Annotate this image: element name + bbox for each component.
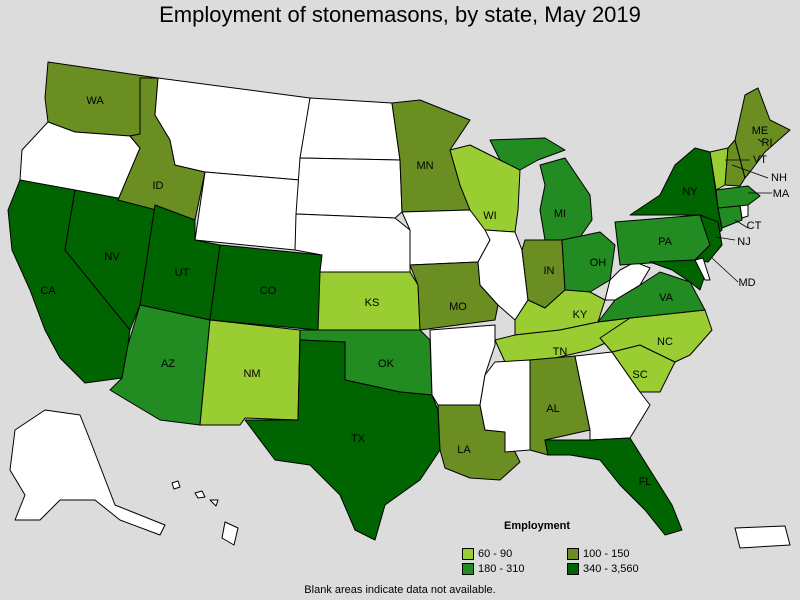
- label-WA: WA: [86, 95, 104, 107]
- state-DE[interactable]: [694, 257, 711, 281]
- label-NC: NC: [657, 336, 673, 348]
- legend-swatch: [567, 563, 579, 575]
- label-KY: KY: [573, 309, 588, 321]
- state-OH[interactable]: [561, 231, 616, 293]
- label-SC: SC: [632, 369, 647, 381]
- label-CA: CA: [40, 285, 56, 297]
- legend-item-60-90: 60 - 90: [462, 548, 567, 560]
- legend-label: 60 - 90: [478, 548, 513, 560]
- label-NM: NM: [243, 368, 260, 380]
- footnote: Blank areas indicate data not available.: [304, 584, 496, 596]
- map-title: Employment of stonemasons, by state, May…: [159, 2, 641, 27]
- legend-item-100-150: 100 - 150: [567, 548, 672, 560]
- legend-item-180-310: 180 - 310: [462, 563, 567, 575]
- legend-title: Employment: [503, 520, 570, 532]
- legend-item-340-3560: 340 - 3,560: [567, 563, 672, 575]
- label-MI: MI: [554, 208, 566, 220]
- label-MA: MA: [773, 188, 790, 200]
- label-MD: MD: [738, 277, 755, 289]
- label-NY: NY: [682, 186, 698, 198]
- state-NJ[interactable]: [694, 214, 723, 263]
- label-NH: NH: [771, 172, 787, 184]
- legend-swatch: [462, 548, 474, 560]
- state-MA[interactable]: [715, 185, 761, 209]
- label-UT: UT: [175, 267, 190, 279]
- label-CO: CO: [260, 285, 277, 297]
- label-FL: FL: [639, 476, 652, 488]
- state-WY[interactable]: [194, 171, 301, 251]
- state-MT[interactable]: [154, 77, 311, 181]
- label-WI: WI: [483, 210, 496, 222]
- leader-lines: [711, 138, 772, 283]
- state-RI[interactable]: [739, 204, 749, 219]
- state-WI[interactable]: [449, 144, 521, 233]
- legend: Employment 60 - 90 100 - 150 180 - 310 3…: [462, 520, 672, 578]
- state-SD[interactable]: [295, 157, 403, 219]
- state-TX[interactable]: [244, 339, 441, 541]
- state-NH[interactable]: [724, 139, 746, 187]
- state-HI[interactable]: [171, 480, 239, 546]
- label-ID: ID: [153, 180, 164, 192]
- legend-swatch: [567, 548, 579, 560]
- state-AK[interactable]: [9, 409, 166, 536]
- state-FL[interactable]: [544, 437, 683, 536]
- label-NJ: NJ: [737, 236, 750, 248]
- state-IL[interactable]: [477, 229, 529, 321]
- state-PR[interactable]: [734, 525, 791, 549]
- label-MO: MO: [449, 301, 467, 313]
- label-VA: VA: [659, 292, 674, 304]
- legend-label: 340 - 3,560: [583, 563, 639, 575]
- label-TX: TX: [351, 433, 366, 445]
- state-ND[interactable]: [299, 97, 401, 161]
- state-CT[interactable]: [717, 204, 743, 229]
- label-AZ: AZ: [161, 358, 175, 370]
- label-PA: PA: [658, 236, 673, 248]
- state-WV[interactable]: [604, 261, 651, 301]
- label-RI: RI: [762, 137, 773, 149]
- label-MN: MN: [416, 160, 433, 172]
- label-OH: OH: [590, 257, 607, 269]
- label-VT: VT: [753, 154, 767, 166]
- label-KS: KS: [365, 297, 380, 309]
- legend-swatch: [462, 563, 474, 575]
- legend-label: 180 - 310: [478, 563, 525, 575]
- label-AL: AL: [546, 403, 559, 415]
- state-ME[interactable]: [734, 87, 791, 179]
- label-CT: CT: [747, 220, 762, 232]
- legend-label: 100 - 150: [583, 548, 630, 560]
- label-NV: NV: [104, 251, 120, 263]
- label-TN: TN: [553, 346, 568, 358]
- label-OK: OK: [378, 358, 395, 370]
- label-LA: LA: [457, 444, 471, 456]
- label-IN: IN: [544, 265, 555, 277]
- label-ME: ME: [752, 125, 769, 137]
